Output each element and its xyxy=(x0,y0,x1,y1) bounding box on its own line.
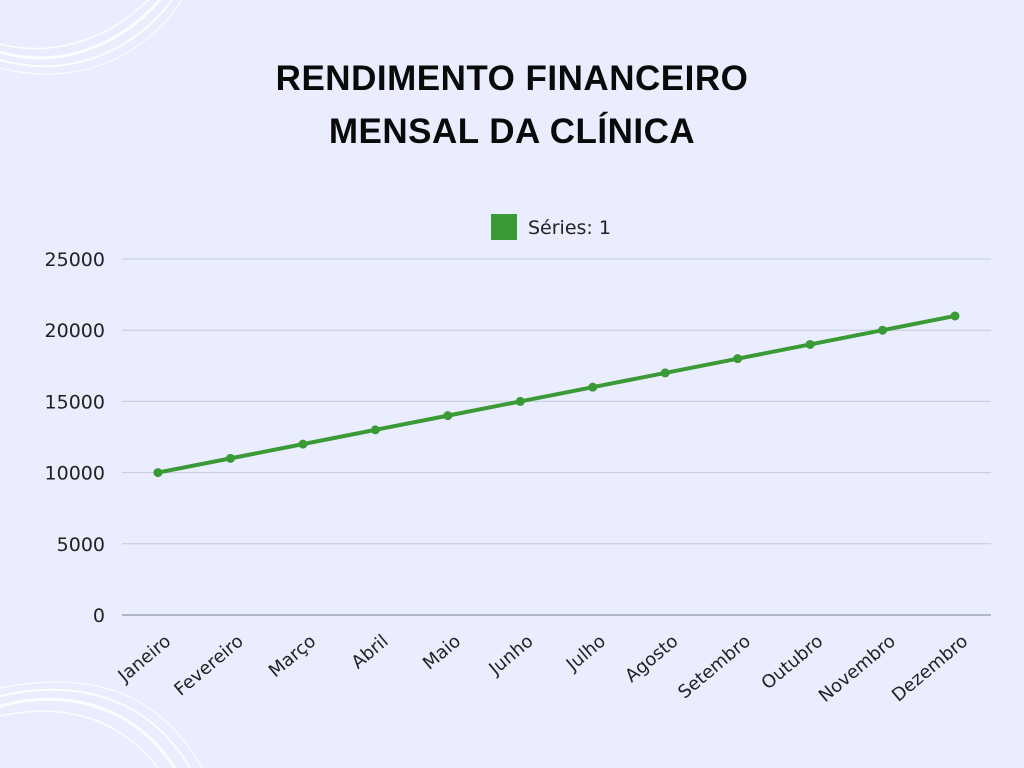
y-tick-label: 15000 xyxy=(45,391,105,413)
data-point xyxy=(588,382,598,392)
x-tick-label: Abril xyxy=(348,631,393,674)
data-point xyxy=(733,354,743,364)
data-point xyxy=(515,396,525,406)
x-tick-label: Outubro xyxy=(758,631,828,694)
x-tick-label: Março xyxy=(265,631,320,682)
y-tick-label: 20000 xyxy=(45,320,105,342)
legend-swatch xyxy=(491,214,517,240)
chart-title-line-2: MENSAL DA CLÍNICA xyxy=(328,112,696,151)
data-point xyxy=(878,325,888,335)
data-point xyxy=(805,339,815,349)
x-tick-label: Novembro xyxy=(815,631,900,707)
x-tick-label: Junho xyxy=(485,631,538,680)
chart-title: RENDIMENTO FINANCEIRO MENSAL DA CLÍNICA xyxy=(0,52,1024,158)
x-tick-label: Fevereiro xyxy=(170,631,247,701)
x-tick-label: Julho xyxy=(562,631,610,676)
data-point xyxy=(443,411,453,421)
x-tick-label: Maio xyxy=(419,631,465,674)
data-point xyxy=(153,468,163,478)
legend-label: Séries: 1 xyxy=(528,217,611,239)
data-point xyxy=(950,311,960,321)
data-point xyxy=(370,425,380,435)
x-tick-label: Janeiro xyxy=(114,631,176,687)
y-tick-label: 10000 xyxy=(45,463,105,485)
data-point xyxy=(298,439,308,449)
chart-title-line-1: RENDIMENTO FINANCEIRO xyxy=(275,59,749,98)
y-tick-label: 5000 xyxy=(57,534,105,556)
data-point xyxy=(225,453,235,463)
y-tick-label: 0 xyxy=(93,605,105,627)
x-tick-label: Setembro xyxy=(674,631,755,703)
data-point xyxy=(660,368,670,378)
y-tick-label: 25000 xyxy=(45,249,105,271)
series-line xyxy=(157,313,956,475)
x-tick-label: Dezembro xyxy=(888,631,972,707)
x-tick-label: Agosto xyxy=(621,631,682,687)
